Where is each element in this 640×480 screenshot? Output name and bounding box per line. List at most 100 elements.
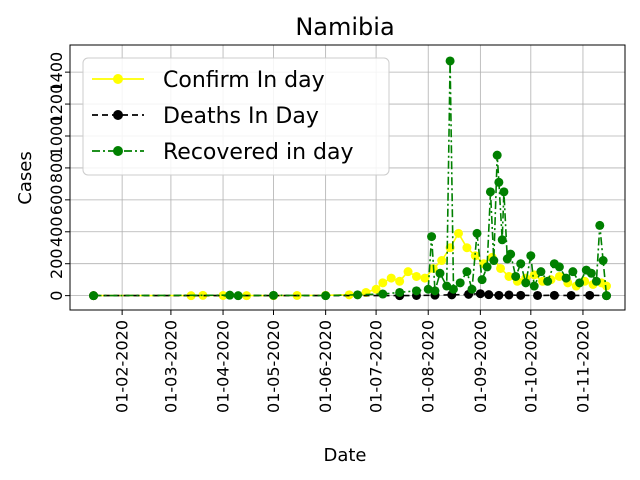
data-point bbox=[233, 291, 243, 301]
data-point bbox=[475, 289, 485, 299]
data-point bbox=[423, 284, 433, 294]
series-line bbox=[93, 292, 607, 297]
x-tick-label: 01-08-2020 bbox=[419, 320, 438, 413]
data-point bbox=[494, 290, 504, 300]
data-point bbox=[529, 270, 539, 280]
data-point bbox=[378, 278, 388, 288]
x-tick-label: 01-10-2020 bbox=[521, 320, 540, 413]
data-point bbox=[602, 291, 611, 301]
y-axis-label: Cases bbox=[15, 151, 36, 204]
data-point bbox=[568, 267, 578, 277]
legend-label: Confirm In day bbox=[163, 68, 325, 93]
y-tick-label: 800 bbox=[47, 153, 66, 184]
data-point bbox=[395, 276, 405, 286]
data-point bbox=[386, 273, 396, 283]
data-point bbox=[521, 278, 531, 288]
y-tick-label: 0 bbox=[47, 291, 66, 301]
y-tick-label: 1200 bbox=[47, 84, 66, 125]
data-point bbox=[543, 276, 553, 286]
legend-marker bbox=[113, 146, 123, 156]
data-point bbox=[448, 284, 458, 294]
x-tick-label: 01-02-2020 bbox=[113, 320, 132, 413]
data-point bbox=[602, 281, 611, 291]
data-point bbox=[462, 267, 472, 277]
data-point bbox=[435, 268, 445, 278]
legend-marker bbox=[113, 74, 123, 84]
data-point bbox=[591, 276, 601, 286]
data-point bbox=[455, 278, 465, 288]
x-tick-label: 01-09-2020 bbox=[471, 320, 490, 413]
data-point bbox=[516, 259, 526, 269]
data-point bbox=[371, 284, 381, 294]
data-point bbox=[526, 251, 536, 261]
data-point bbox=[225, 290, 235, 300]
data-point bbox=[269, 290, 278, 300]
data-point bbox=[353, 290, 363, 300]
data-point bbox=[516, 290, 526, 300]
data-point bbox=[492, 150, 502, 160]
data-point bbox=[489, 256, 499, 266]
data-point bbox=[427, 232, 437, 242]
data-point bbox=[89, 291, 99, 301]
legend: Confirm In day Deaths In Day Recovered in … bbox=[82, 57, 390, 176]
data-point bbox=[378, 289, 388, 299]
data-point bbox=[198, 290, 208, 300]
x-tick-label: 01-07-2020 bbox=[367, 320, 386, 413]
x-tick-label: 01-06-2020 bbox=[316, 320, 335, 413]
data-point bbox=[554, 271, 564, 281]
data-point bbox=[467, 284, 477, 294]
x-tick-label: 01-03-2020 bbox=[161, 320, 180, 413]
data-point bbox=[437, 256, 447, 266]
data-point bbox=[529, 281, 539, 291]
data-point bbox=[533, 290, 543, 300]
data-point bbox=[496, 263, 506, 273]
data-point bbox=[477, 275, 487, 285]
series-layer bbox=[89, 56, 611, 301]
data-point bbox=[462, 243, 472, 253]
data-point bbox=[499, 187, 509, 197]
data-point bbox=[585, 290, 595, 300]
data-point bbox=[445, 56, 455, 66]
data-point bbox=[575, 278, 585, 288]
data-point bbox=[506, 249, 516, 259]
data-point bbox=[554, 262, 564, 272]
plot-frame bbox=[69, 44, 626, 311]
data-point bbox=[411, 286, 421, 296]
data-point bbox=[586, 268, 596, 278]
data-point bbox=[411, 271, 421, 281]
legend-label: Deaths In Day bbox=[163, 104, 319, 129]
data-point bbox=[484, 290, 494, 300]
data-point bbox=[321, 291, 331, 301]
data-point bbox=[566, 290, 576, 300]
legend-box bbox=[82, 57, 390, 176]
data-point bbox=[511, 271, 521, 281]
data-point bbox=[403, 267, 413, 277]
data-point bbox=[494, 177, 504, 187]
data-point bbox=[536, 267, 546, 277]
data-point bbox=[561, 273, 571, 283]
data-point bbox=[472, 228, 482, 238]
y-tick-label: 200 bbox=[47, 248, 66, 279]
x-tick-label: 01-11-2020 bbox=[573, 320, 592, 413]
data-point bbox=[595, 220, 605, 230]
y-tick-label: 1400 bbox=[47, 52, 66, 93]
data-point bbox=[598, 256, 608, 266]
data-point bbox=[442, 281, 452, 291]
data-point bbox=[504, 290, 514, 300]
legend-marker bbox=[113, 110, 123, 120]
data-point bbox=[482, 262, 492, 272]
data-point bbox=[497, 235, 507, 245]
data-point bbox=[420, 273, 430, 283]
x-tick-label: 01-05-2020 bbox=[264, 320, 283, 413]
y-tick-label: 400 bbox=[47, 217, 66, 248]
data-point bbox=[430, 286, 440, 296]
y-tick-label: 1000 bbox=[47, 116, 66, 157]
data-point bbox=[504, 271, 514, 281]
chart-title: Namibia bbox=[295, 13, 394, 41]
data-point bbox=[470, 251, 480, 261]
data-point bbox=[395, 287, 405, 297]
x-tick-label: 01-04-2020 bbox=[214, 320, 233, 413]
data-point bbox=[549, 290, 559, 300]
